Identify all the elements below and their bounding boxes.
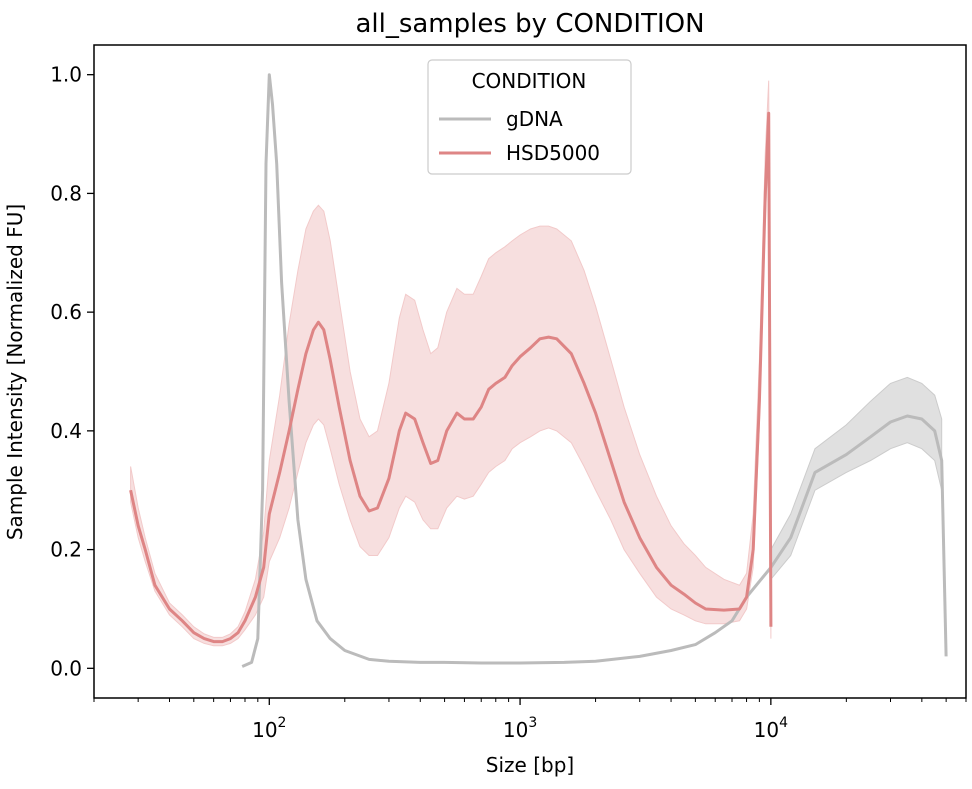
- legend: CONDITION gDNA HSD5000: [427, 59, 632, 175]
- legend-label-hsd5000: HSD5000: [506, 141, 600, 165]
- series-lines: [129, 73, 948, 668]
- band-gdna: [770, 376, 943, 581]
- x-tick-label: 102: [252, 715, 286, 742]
- legend-label-gdna: gDNA: [506, 107, 563, 131]
- x-tick-label: 103: [503, 715, 537, 742]
- y-axis-label: Sample Intensity [Normalized FU]: [3, 204, 27, 540]
- y-tick-label: 0.4: [50, 419, 82, 443]
- series-line-gdna: [241, 73, 948, 668]
- y-tick-label: 0.8: [50, 181, 82, 205]
- plot-frame: [93, 44, 967, 699]
- x-axis-label: Size [bp]: [486, 753, 574, 777]
- chart-title: all_samples by CONDITION: [355, 9, 704, 39]
- x-axis: 102 103 104: [93, 698, 967, 742]
- y-tick-label: 1.0: [50, 63, 82, 87]
- y-tick-label: 0.0: [50, 656, 82, 680]
- x-tick-label: 104: [754, 715, 788, 742]
- plot-area: [93, 44, 967, 699]
- series-line-hsd5000: [129, 111, 773, 644]
- y-tick-label: 0.2: [50, 538, 82, 562]
- y-tick-label: 0.6: [50, 300, 82, 324]
- legend-box: [427, 59, 632, 175]
- y-axis: 0.0 0.2 0.4 0.6 0.8 1.0: [50, 63, 94, 680]
- band-hsd5000: [130, 80, 772, 647]
- legend-title: CONDITION: [472, 69, 587, 93]
